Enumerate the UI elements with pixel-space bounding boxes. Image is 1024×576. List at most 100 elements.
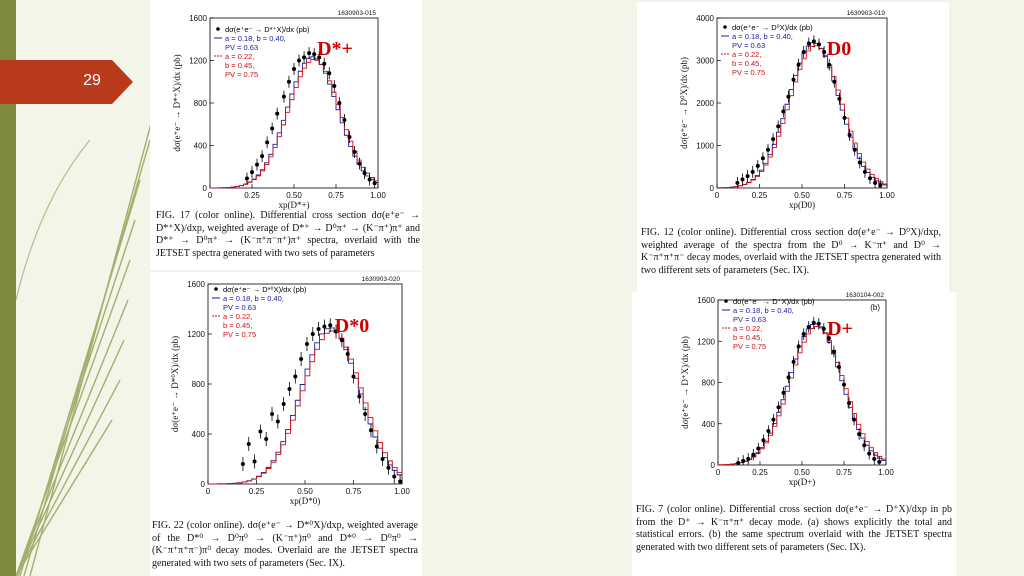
data-point [312, 52, 317, 57]
data-point [735, 180, 740, 185]
chart-dzero: 0 0.25 0.50 0.75 1.00 0 1000 2000 3000 4000 xp(D0)… [679, 10, 895, 210]
data-point [386, 465, 391, 470]
x-tick-label: 1.00 [370, 191, 386, 200]
data-point [867, 451, 872, 456]
data-point [310, 332, 315, 336]
panel-tag: (b) [870, 303, 880, 312]
data-point [292, 67, 296, 71]
data-point [776, 405, 781, 410]
jetset-histogram-set-b [207, 330, 402, 485]
data-point [827, 62, 832, 67]
y-tick-label: 0 [203, 184, 208, 193]
data-point [826, 336, 831, 341]
data-point [771, 417, 776, 422]
particle-label: D*0 [335, 315, 369, 337]
x-tick-label: 1.00 [879, 191, 895, 200]
x-axis-label: xp(D*0) [290, 496, 321, 506]
figure-caption: FIG. 17 (color online). Differential cro… [156, 210, 420, 259]
legend-data-marker [724, 299, 728, 303]
data-point [776, 124, 781, 129]
data-point [811, 39, 816, 44]
data-point [745, 174, 750, 179]
data-point [327, 71, 332, 76]
data-point [367, 177, 372, 182]
chart-dstar-plus: 0 0.25 0.50 0.75 1.00 0 400 800 1200 1600 xp(D*+) d… [172, 10, 386, 210]
data-point [275, 419, 280, 424]
x-tick-label: 0 [716, 468, 721, 477]
y-tick-label: 1600 [697, 296, 715, 305]
x-tick-label: 0.25 [249, 487, 265, 496]
data-point [791, 359, 796, 364]
x-tick-label: 0.75 [328, 191, 344, 200]
y-tick-label: 0 [711, 461, 716, 470]
x-tick-label: 0.75 [346, 487, 362, 496]
y-tick-label: 800 [192, 380, 206, 389]
data-point [831, 349, 836, 354]
legend-set-b-label: b = 0.45, [225, 61, 254, 70]
legend-data-label: dσ(e⁺e⁻ → D⁺X)/dx (pb) [733, 297, 815, 306]
data-point [862, 169, 867, 174]
jetset-histogram-set-a [207, 327, 402, 485]
data-point [337, 101, 342, 105]
data-point [806, 41, 811, 46]
y-tick-label: 1600 [189, 14, 207, 23]
data-point [836, 365, 841, 370]
y-tick-label: 1200 [187, 330, 205, 339]
y-axis-label: dσ(e⁺e⁻ → D*⁰X)/dx (pb) [170, 336, 180, 432]
data-point [873, 180, 878, 185]
figure-caption: FIG. 12 (color online). Differential cro… [641, 227, 941, 276]
legend-set-a-label: a = 0.18, b = 0.40, [225, 34, 286, 43]
y-tick-label: 2000 [696, 99, 714, 108]
data-point [781, 390, 786, 395]
data-point [801, 332, 806, 337]
y-tick-label: 3000 [696, 57, 714, 66]
data-point [357, 161, 362, 166]
x-tick-label: 0.50 [794, 468, 810, 477]
data-point [351, 374, 356, 379]
figure-panel-dplus: 0 0.25 0.50 0.75 1.00 0 400 800 1200 1600 xp(D+) dσ… [632, 292, 956, 576]
slide-number-badge [0, 60, 133, 104]
data-point [786, 375, 791, 380]
y-tick-label: 400 [702, 420, 716, 429]
x-tick-label: 0.75 [837, 191, 853, 200]
x-tick-label: 1.00 [394, 487, 410, 496]
figure-code: 1630903-020 [362, 276, 401, 283]
data-point [781, 109, 786, 114]
data-point [857, 432, 862, 437]
legend-set-b-label: b = 0.45, [733, 333, 762, 342]
legend-set-a-label: PV = 0.63 [733, 315, 766, 324]
legend-set-b-label: a = 0.22, [733, 324, 762, 333]
x-axis-label: xp(D+) [789, 477, 816, 487]
data-point [786, 94, 791, 99]
y-tick-label: 400 [194, 142, 208, 151]
data-point [372, 181, 377, 186]
y-axis-label: dσ(e⁺e⁻ → D*⁺X)/dx (pb) [172, 54, 182, 151]
data-point [862, 443, 867, 448]
y-axis-label: dσ(e⁺e⁻ → D⁰X)/dx (pb) [679, 57, 689, 149]
data-point [304, 342, 309, 346]
data-point [334, 329, 339, 334]
legend-set-b-label: b = 0.45, [732, 59, 761, 68]
data-point [741, 458, 746, 463]
y-tick-label: 800 [194, 99, 208, 108]
legend-set-a-label: PV = 0.63 [225, 43, 258, 52]
y-axis-label: dσ(e⁺e⁻ → D⁺X)/dx (pb) [680, 336, 690, 429]
data-point [755, 163, 760, 168]
data-point [299, 357, 304, 361]
x-tick-label: 0.25 [752, 191, 768, 200]
data-point [817, 42, 821, 47]
x-tick-label: 0.25 [752, 468, 768, 477]
data-point [342, 118, 347, 122]
data-point [345, 352, 350, 356]
legend-set-a-label: a = 0.18, b = 0.40, [223, 294, 284, 303]
data-point [368, 428, 373, 433]
data-point [750, 169, 755, 174]
data-point [791, 77, 796, 82]
data-point [766, 147, 770, 152]
legend-set-b-label: a = 0.22, [225, 52, 254, 61]
legend-data-marker [214, 287, 218, 291]
data-point [832, 79, 837, 84]
data-point [270, 412, 275, 416]
data-point [796, 62, 801, 67]
chart-dstar-zero: 0 0.25 0.50 0.75 1.00 0 400 800 1200 1600 xp(D*0) d… [170, 276, 410, 506]
